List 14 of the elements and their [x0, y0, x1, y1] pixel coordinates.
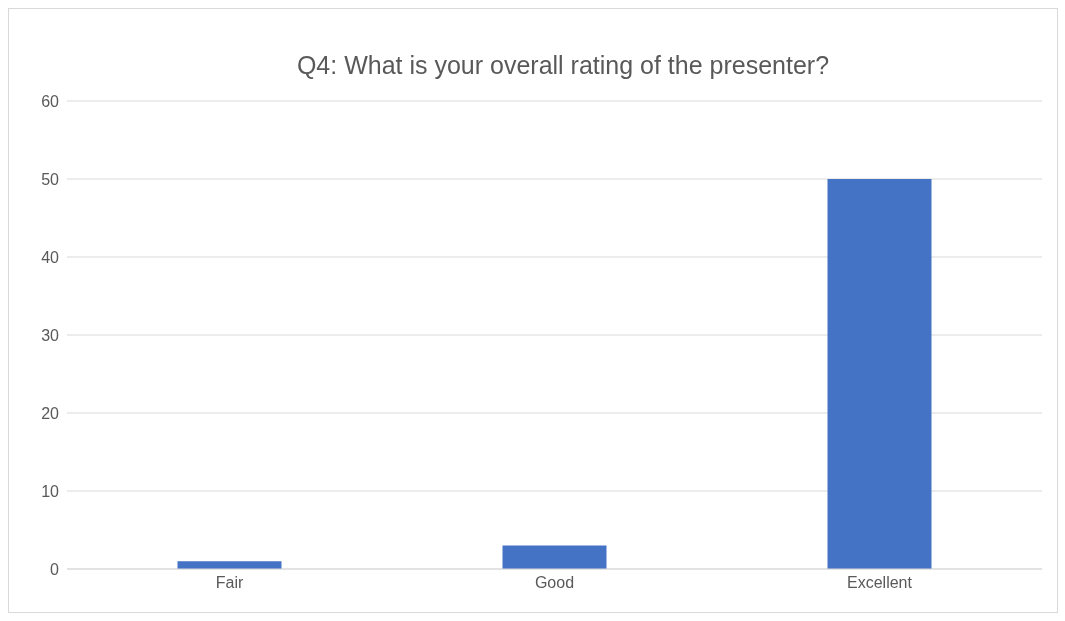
x-tick-label: Excellent [847, 574, 913, 592]
x-tick-label: Good [534, 574, 575, 592]
bar [827, 179, 932, 569]
y-tick-label: 50 [41, 170, 60, 188]
y-tick-label: 20 [41, 404, 60, 422]
y-tick-label: 60 [41, 92, 60, 110]
y-tick-label: 30 [41, 326, 60, 344]
chart-title: Q4: What is your overall rating of the presenter? [295, 51, 831, 80]
x-tick-label: Fair [215, 574, 244, 592]
y-tick-label: 10 [41, 482, 60, 500]
y-tick-label: 40 [41, 248, 60, 266]
bar [502, 545, 607, 569]
y-tick-label: 0 [50, 560, 60, 578]
bar [177, 561, 282, 569]
